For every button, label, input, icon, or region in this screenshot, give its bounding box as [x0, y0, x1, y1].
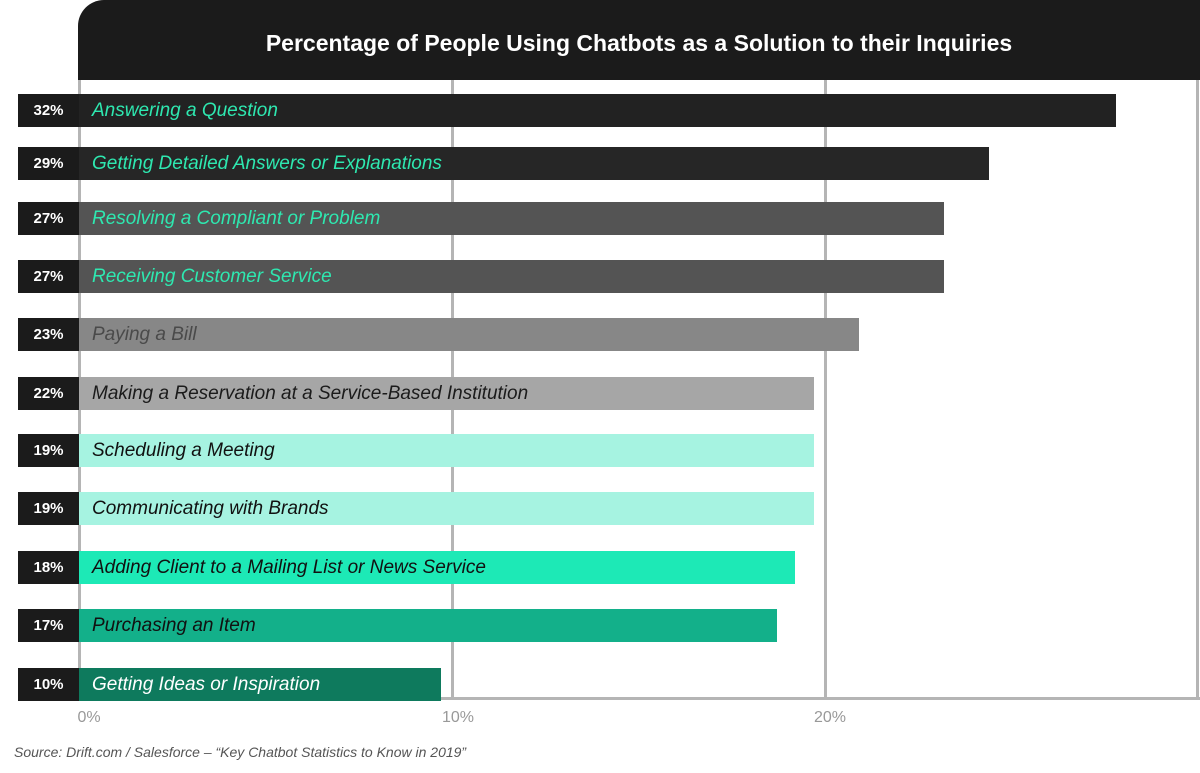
- value-label: 19%: [18, 434, 79, 467]
- x-tick-label: 20%: [813, 709, 847, 726]
- bar: [79, 94, 1116, 127]
- value-label: 29%: [18, 147, 79, 180]
- value-label: 17%: [18, 609, 79, 642]
- category-label: Adding Client to a Mailing List or News …: [92, 556, 486, 578]
- gridline-20: [824, 80, 827, 700]
- category-label: Resolving a Compliant or Problem: [92, 207, 381, 229]
- bar: [79, 202, 945, 235]
- value-label: 19%: [18, 492, 79, 525]
- category-label: Communicating with Brands: [92, 497, 329, 519]
- source-note: Source: Drift.com / Salesforce – “Key Ch…: [14, 744, 467, 760]
- bar: [79, 668, 441, 701]
- category-label: Getting Ideas or Inspiration: [92, 673, 321, 695]
- category-label: Receiving Customer Service: [92, 265, 332, 287]
- chart-title: Percentage of People Using Chatbots as a…: [78, 0, 1200, 80]
- bar: [79, 492, 814, 525]
- x-axis-line: [79, 697, 1200, 700]
- category-label: Purchasing an Item: [92, 614, 256, 636]
- bar: [79, 551, 796, 584]
- bar: [79, 147, 990, 180]
- bar: [79, 434, 814, 467]
- value-label: 27%: [18, 202, 79, 235]
- category-label: Making a Reservation at a Service-Based …: [92, 382, 529, 404]
- category-label: Paying a Bill: [92, 323, 197, 345]
- value-label: 27%: [18, 260, 79, 293]
- value-label: 18%: [18, 551, 79, 584]
- category-label: Answering a Question: [92, 99, 278, 121]
- gridline-30: [1196, 80, 1199, 700]
- x-tick-label: 0%: [77, 709, 101, 726]
- value-label: 32%: [18, 94, 79, 127]
- bar: [79, 260, 945, 293]
- value-label: 10%: [18, 668, 79, 701]
- category-label: Getting Detailed Answers or Explanations: [92, 152, 442, 174]
- category-label: Scheduling a Meeting: [92, 439, 275, 461]
- value-label: 22%: [18, 377, 79, 410]
- x-tick-label: 10%: [441, 709, 475, 726]
- value-label: 23%: [18, 318, 79, 351]
- bar: [79, 318, 859, 351]
- bar: [79, 609, 777, 642]
- bar: [79, 377, 814, 410]
